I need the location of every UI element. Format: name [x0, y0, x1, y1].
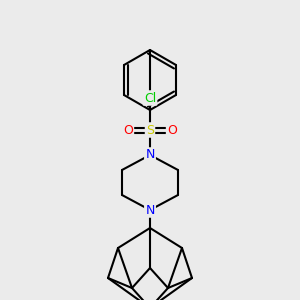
Text: N: N: [145, 148, 155, 161]
Text: O: O: [167, 124, 177, 136]
Text: Cl: Cl: [144, 92, 156, 104]
Text: O: O: [123, 124, 133, 136]
Text: S: S: [146, 124, 154, 136]
Text: N: N: [145, 203, 155, 217]
